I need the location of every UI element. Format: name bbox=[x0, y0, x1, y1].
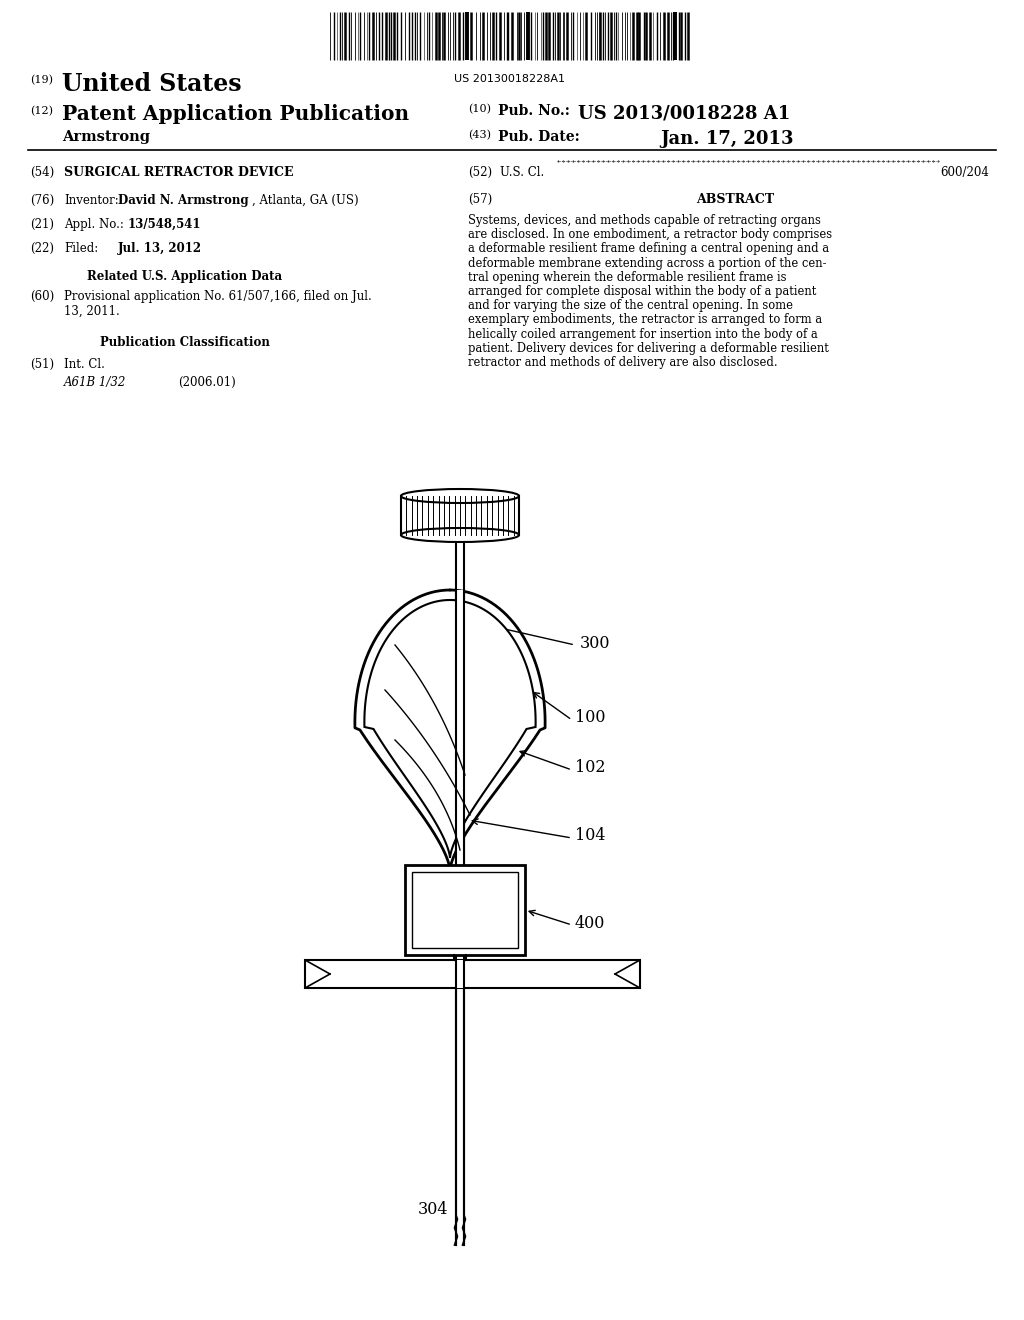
Polygon shape bbox=[365, 601, 536, 858]
Text: Pub. No.:: Pub. No.: bbox=[498, 104, 570, 117]
Text: Provisional application No. 61/507,166, filed on Jul.: Provisional application No. 61/507,166, … bbox=[63, 290, 372, 304]
Text: Jan. 17, 2013: Jan. 17, 2013 bbox=[660, 129, 794, 148]
Text: 400: 400 bbox=[575, 915, 605, 932]
Text: (76): (76) bbox=[30, 194, 54, 207]
Text: , Atlanta, GA (US): , Atlanta, GA (US) bbox=[252, 194, 358, 207]
Text: (52): (52) bbox=[468, 166, 493, 180]
Text: US 2013/0018228 A1: US 2013/0018228 A1 bbox=[578, 104, 791, 121]
Text: (57): (57) bbox=[468, 193, 493, 206]
Bar bbox=[412, 873, 518, 948]
Text: (10): (10) bbox=[468, 104, 490, 115]
Text: ABSTRACT: ABSTRACT bbox=[696, 193, 774, 206]
Text: 104: 104 bbox=[575, 828, 605, 845]
Text: and for varying the size of the central opening. In some: and for varying the size of the central … bbox=[468, 300, 793, 313]
Text: (54): (54) bbox=[30, 166, 54, 180]
Text: Appl. No.:: Appl. No.: bbox=[63, 218, 124, 231]
Text: Inventor:: Inventor: bbox=[63, 194, 119, 207]
Text: US 20130018228A1: US 20130018228A1 bbox=[455, 74, 565, 84]
Text: (51): (51) bbox=[30, 358, 54, 371]
Text: A61B 1/32: A61B 1/32 bbox=[63, 376, 126, 389]
Bar bbox=[401, 496, 519, 535]
Text: retractor and methods of delivery are also disclosed.: retractor and methods of delivery are al… bbox=[468, 356, 777, 370]
Bar bbox=[406, 865, 525, 954]
Text: (12): (12) bbox=[30, 106, 53, 116]
Text: Patent Application Publication: Patent Application Publication bbox=[62, 104, 410, 124]
Text: U.S. Cl.: U.S. Cl. bbox=[500, 166, 544, 180]
Text: David N. Armstrong: David N. Armstrong bbox=[118, 194, 249, 207]
Text: 13, 2011.: 13, 2011. bbox=[63, 305, 120, 318]
Text: Publication Classification: Publication Classification bbox=[100, 337, 270, 348]
Text: Related U.S. Application Data: Related U.S. Application Data bbox=[87, 271, 283, 282]
Text: Jul. 13, 2012: Jul. 13, 2012 bbox=[118, 242, 202, 255]
Text: Int. Cl.: Int. Cl. bbox=[63, 358, 104, 371]
Text: (19): (19) bbox=[30, 75, 53, 86]
Text: (22): (22) bbox=[30, 242, 54, 255]
Text: Systems, devices, and methods capable of retracting organs: Systems, devices, and methods capable of… bbox=[468, 214, 821, 227]
Text: are disclosed. In one embodiment, a retractor body comprises: are disclosed. In one embodiment, a retr… bbox=[468, 228, 833, 242]
Text: arranged for complete disposal within the body of a patient: arranged for complete disposal within th… bbox=[468, 285, 816, 298]
Text: 100: 100 bbox=[575, 710, 605, 726]
Text: helically coiled arrangement for insertion into the body of a: helically coiled arrangement for inserti… bbox=[468, 327, 818, 341]
Ellipse shape bbox=[401, 488, 519, 503]
Text: (2006.01): (2006.01) bbox=[178, 376, 236, 389]
Text: Armstrong: Armstrong bbox=[62, 129, 150, 144]
Text: (60): (60) bbox=[30, 290, 54, 304]
Text: 300: 300 bbox=[580, 635, 610, 652]
Text: patient. Delivery devices for delivering a deformable resilient: patient. Delivery devices for delivering… bbox=[468, 342, 828, 355]
Text: 13/548,541: 13/548,541 bbox=[128, 218, 202, 231]
Text: 600/204: 600/204 bbox=[940, 166, 989, 180]
Text: exemplary embodiments, the retractor is arranged to form a: exemplary embodiments, the retractor is … bbox=[468, 313, 822, 326]
Text: SURGICAL RETRACTOR DEVICE: SURGICAL RETRACTOR DEVICE bbox=[63, 166, 294, 180]
Bar bbox=[455, 590, 465, 875]
Bar bbox=[305, 960, 640, 987]
Text: a deformable resilient frame defining a central opening and a: a deformable resilient frame defining a … bbox=[468, 243, 829, 255]
Text: (43): (43) bbox=[468, 129, 490, 140]
Text: United States: United States bbox=[62, 73, 242, 96]
Ellipse shape bbox=[401, 528, 519, 543]
Text: (21): (21) bbox=[30, 218, 54, 231]
Text: tral opening wherein the deformable resilient frame is: tral opening wherein the deformable resi… bbox=[468, 271, 786, 284]
Text: deformable membrane extending across a portion of the cen-: deformable membrane extending across a p… bbox=[468, 256, 826, 269]
Text: Pub. Date:: Pub. Date: bbox=[498, 129, 580, 144]
Bar bbox=[456, 960, 464, 987]
Text: 304: 304 bbox=[418, 1201, 449, 1218]
Text: Filed:: Filed: bbox=[63, 242, 98, 255]
Bar bbox=[456, 535, 464, 1245]
Text: 102: 102 bbox=[575, 759, 605, 776]
